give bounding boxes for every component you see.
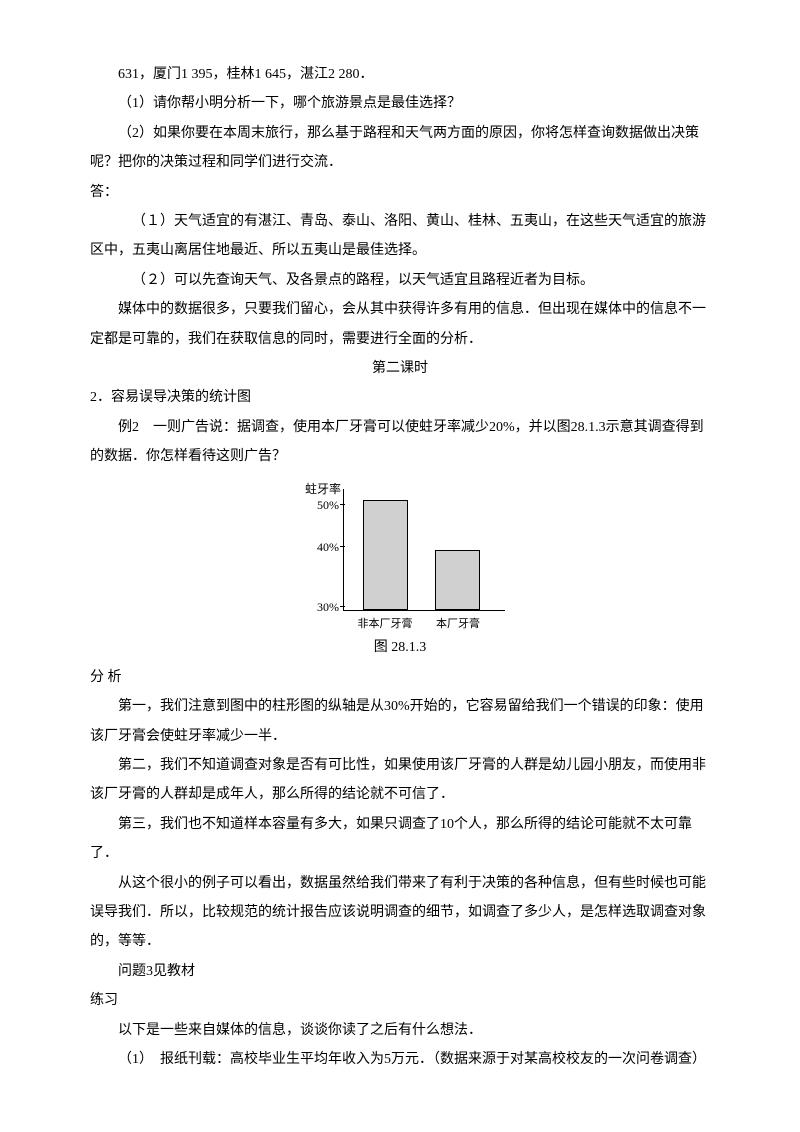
exercise-label: 练习 (90, 986, 710, 1015)
x-axis (343, 610, 505, 611)
exercise-intro: 以下是一些来自媒体的信息，谈谈你读了之后有什么想法． (90, 1016, 710, 1045)
y-tick-30: 30% (305, 601, 339, 613)
paragraph: 媒体中的数据很多，只要我们留心，会从其中获得许多有用的信息．但出现在媒体中的信息… (90, 295, 710, 354)
y-tick-50: 50% (305, 499, 339, 511)
analysis-2: 第二，我们不知道调查对象是否有可比性，如果使用该厂牙膏的人群是幼儿园小朋友，而使… (90, 751, 710, 810)
answer-1: （１）天气适宜的有湛江、青岛、泰山、洛阳、黄山、桂林、五夷山，在这些天气适宜的旅… (90, 207, 710, 266)
x-label-factory: 本厂牙膏 (423, 617, 493, 631)
question-2: （2）如果你要在本周末旅行，那么基于路程和天气两方面的原因，你将怎样查询数据做出… (90, 119, 710, 178)
section-title: 第二课时 (90, 354, 710, 383)
bar-factory (435, 550, 480, 610)
bar-non-factory (363, 500, 408, 610)
analysis-summary: 从这个很小的例子可以看出，数据虽然给我们带来了有利于决策的各种信息，但有些时候也… (90, 869, 710, 957)
example-2: 例2 一则广告说：据调查，使用本厂牙膏可以使蛀牙率减少20%，并以图28.1.3… (90, 413, 710, 472)
analysis-3: 第三，我们也不知道样本容量有多大，如果只调查了10个人，那么所得的结论可能就不太… (90, 810, 710, 869)
exercise-item-1: （1） 报纸刊载：高校毕业生平均年收入为5万元．（数据来源于对某高校校友的一次问… (90, 1045, 710, 1074)
x-label-non-factory: 非本厂牙膏 (350, 617, 420, 631)
bar-chart: 蛀牙率 50% 40% 30% 非本厂牙膏 本厂牙膏 图 28.1.3 (285, 481, 515, 662)
question-1: （1）请你帮小明分析一下，哪个旅游景点是最佳选择？ (90, 89, 710, 118)
analysis-1: 第一，我们注意到图中的柱形图的纵轴是从30%开始的，它容易留给我们一个错误的印象… (90, 692, 710, 751)
analysis-label: 分 析 (90, 663, 710, 692)
chart-caption: 图 28.1.3 (285, 633, 515, 662)
y-axis (343, 489, 344, 611)
problem-ref: 问题3见教材 (90, 957, 710, 986)
y-tick-40: 40% (305, 541, 339, 553)
heading-2: 2．容易误导决策的统计图 (90, 383, 710, 412)
text-line: 631，厦门1 395，桂林1 645，湛江2 280． (90, 60, 710, 89)
answer-2: （２）可以先查询天气、及各景点的路程，以天气适宜且路程近者为目标。 (90, 266, 710, 295)
answer-label: 答： (90, 178, 710, 207)
